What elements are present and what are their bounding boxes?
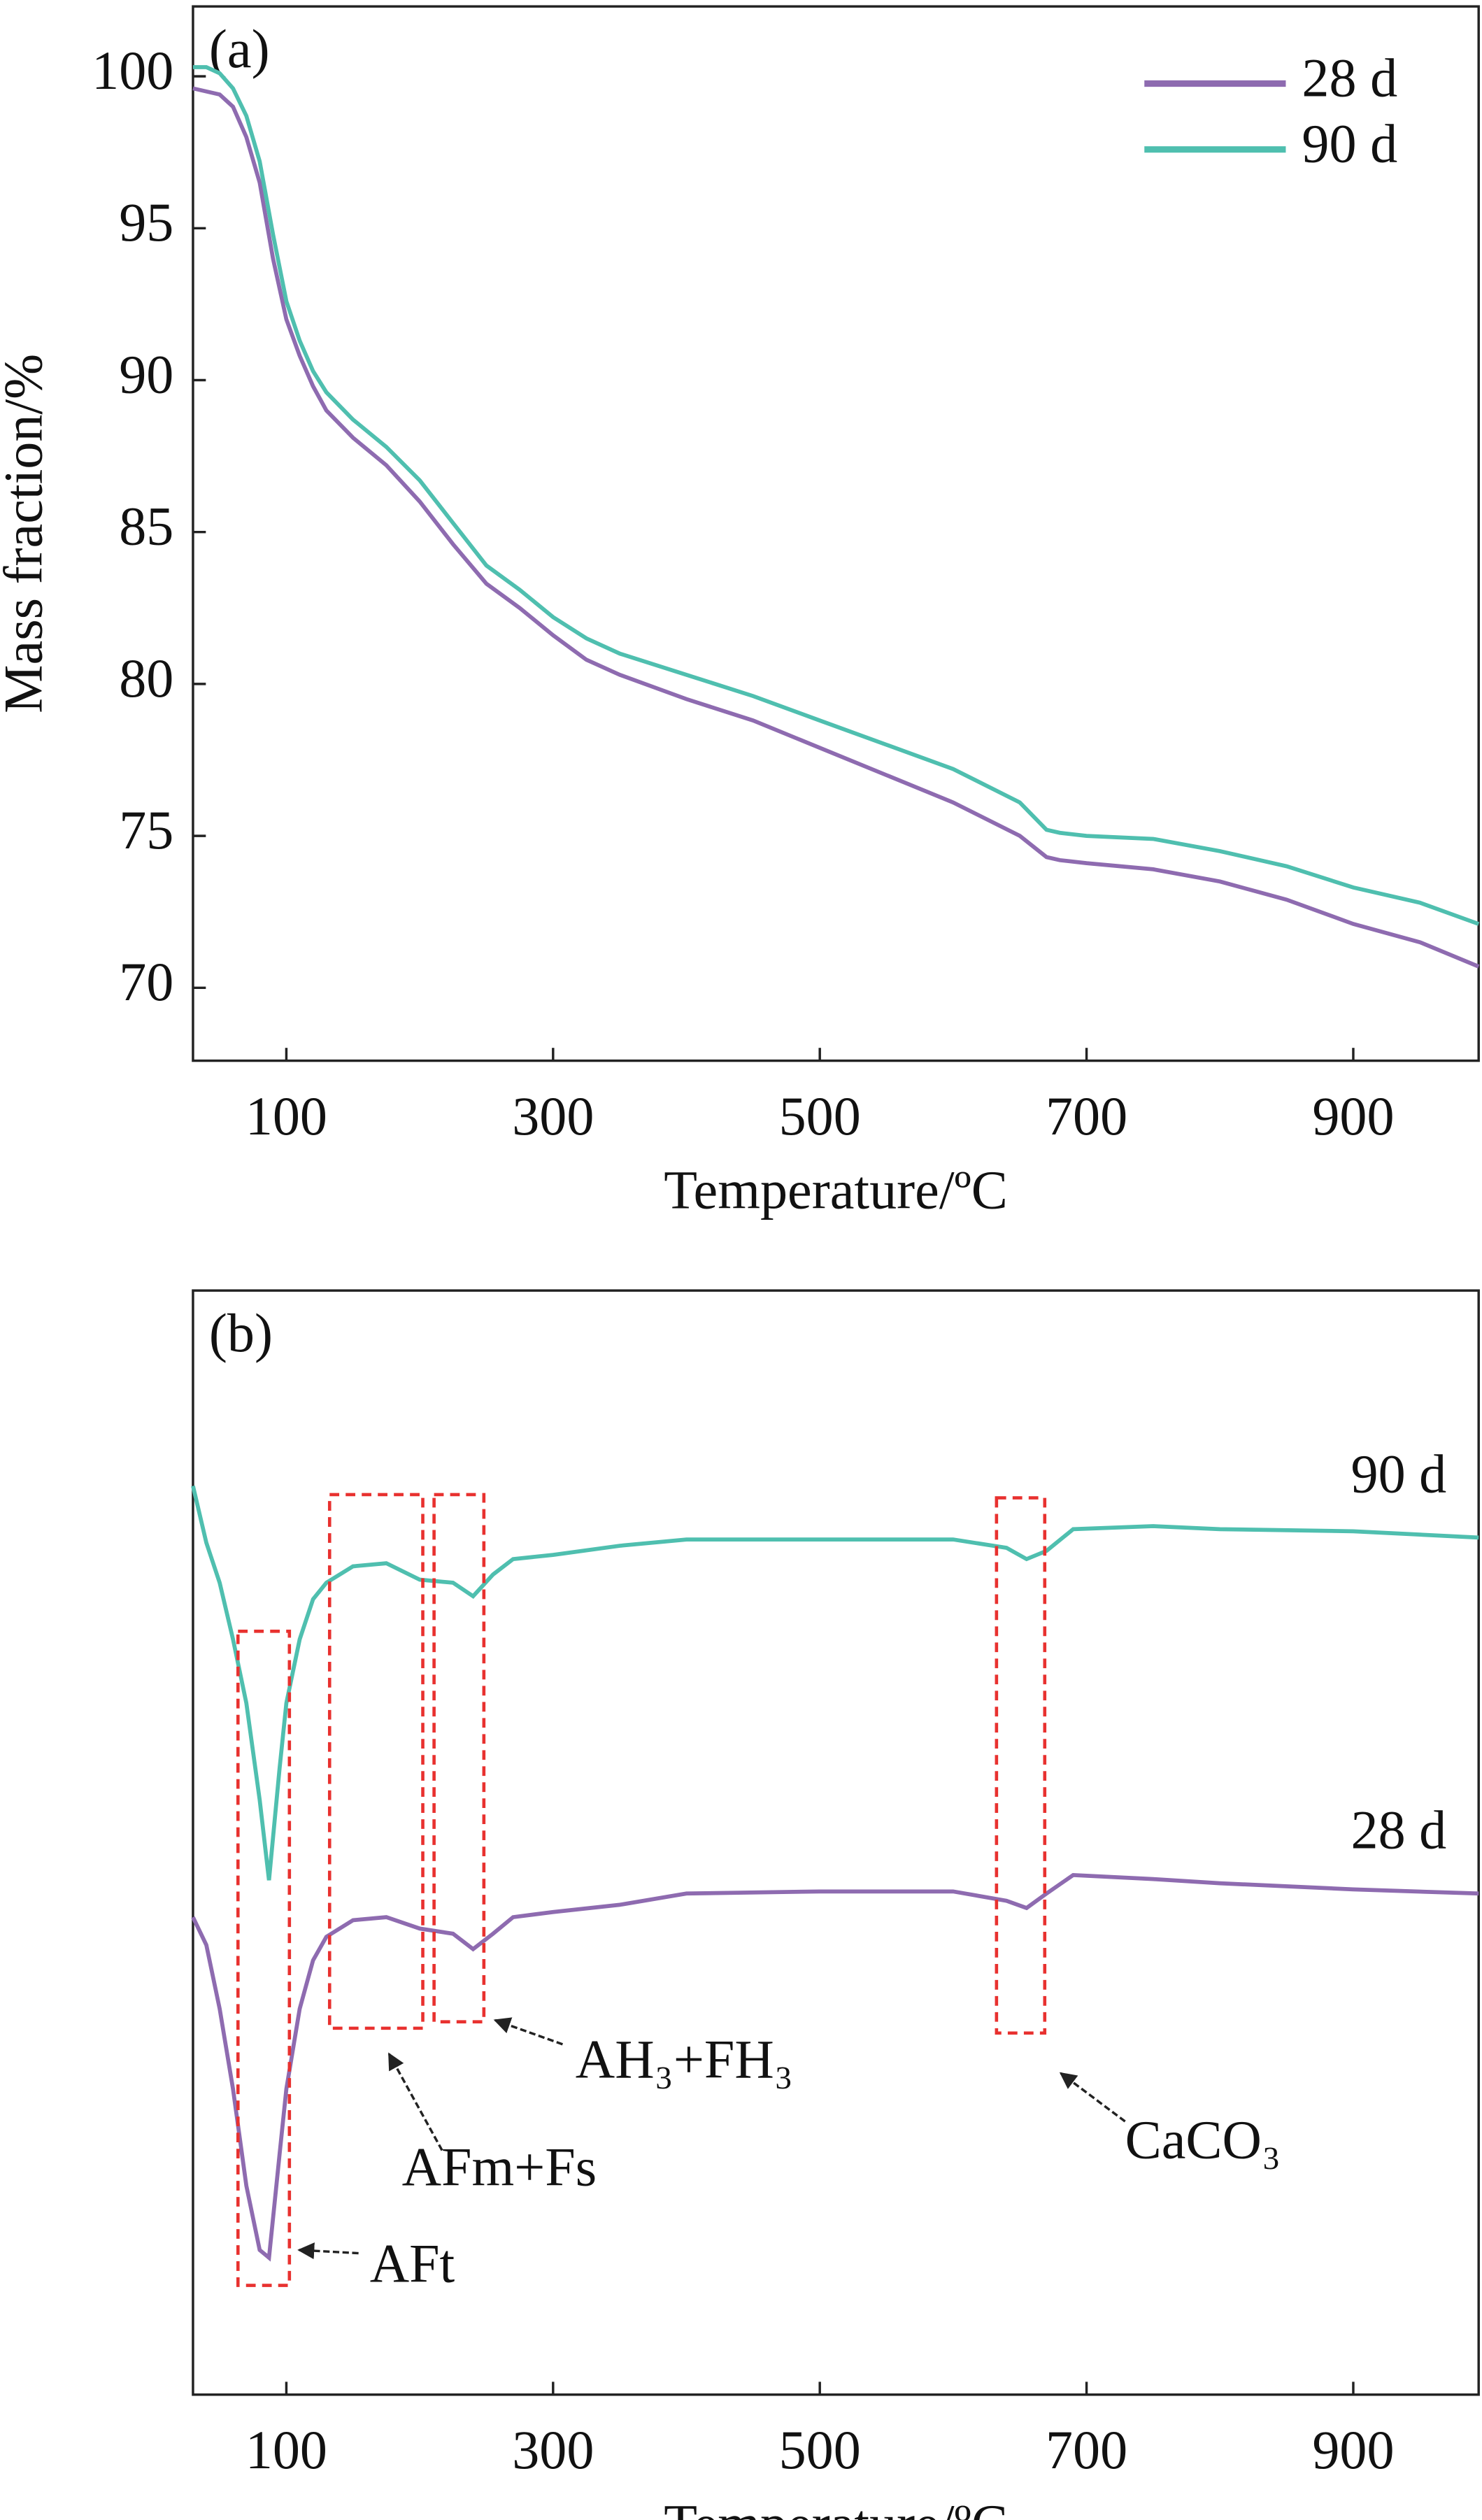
series-label: 28 d [1351, 1799, 1447, 1860]
x-axis-label: Temperature/ºC [664, 1160, 1008, 1220]
y-tick-label: 70 [119, 951, 173, 1012]
x-tick-label: 300 [512, 2419, 594, 2480]
x-tick-label: 500 [779, 1085, 861, 1146]
annotation-arrow [1059, 2072, 1126, 2123]
annotation-label: CaCO₃ [1125, 2109, 1281, 2170]
x-axis-label: Temperature/ºC [664, 2493, 1008, 2520]
data-line [191, 1872, 1479, 2262]
annotation-arrow [297, 2242, 359, 2260]
plot-frame-b [192, 1289, 1480, 2396]
annotation-label: AFt [370, 2233, 455, 2293]
legend-label: 90 d [1302, 113, 1397, 174]
y-tick-label: 85 [119, 496, 173, 557]
y-tick-label: 100 [92, 40, 173, 101]
x-tick-label: 900 [1312, 2419, 1394, 2480]
highlight-box [236, 1630, 292, 2287]
x-tick-label: 500 [779, 2419, 861, 2480]
x-tick-label: 100 [245, 2419, 327, 2480]
annotation-arrow [387, 2052, 443, 2151]
x-tick-label: 900 [1312, 1085, 1394, 1146]
highlight-box [432, 1493, 486, 2023]
panel-label: (a) [209, 18, 270, 79]
y-axis-label: Mass fraction/% [0, 354, 53, 713]
legend-label: 28 d [1302, 47, 1397, 108]
annotation-label: AH₃+FH₃ [576, 2029, 793, 2090]
x-tick-label: 300 [512, 1085, 594, 1146]
y-tick-label: 95 [119, 192, 173, 252]
x-tick-label: 100 [245, 1085, 327, 1146]
panel-label: (b) [209, 1302, 273, 1363]
data-line [192, 86, 1480, 969]
data-line [192, 65, 1480, 926]
x-tick-label: 700 [1046, 2419, 1127, 2480]
x-tick-label: 700 [1046, 1085, 1127, 1146]
y-tick-label: 90 [119, 343, 173, 404]
plot-frame-a [192, 5, 1480, 1062]
y-tick-label: 75 [119, 799, 173, 860]
highlight-box [327, 1493, 425, 2030]
annotation-arrow [493, 2017, 564, 2046]
series-label: 90 d [1351, 1443, 1447, 1504]
annotation-label: AFm+Fs [402, 2137, 597, 2198]
y-tick-label: 80 [119, 648, 173, 709]
data-line [191, 1485, 1479, 1881]
highlight-box [995, 1496, 1047, 2035]
